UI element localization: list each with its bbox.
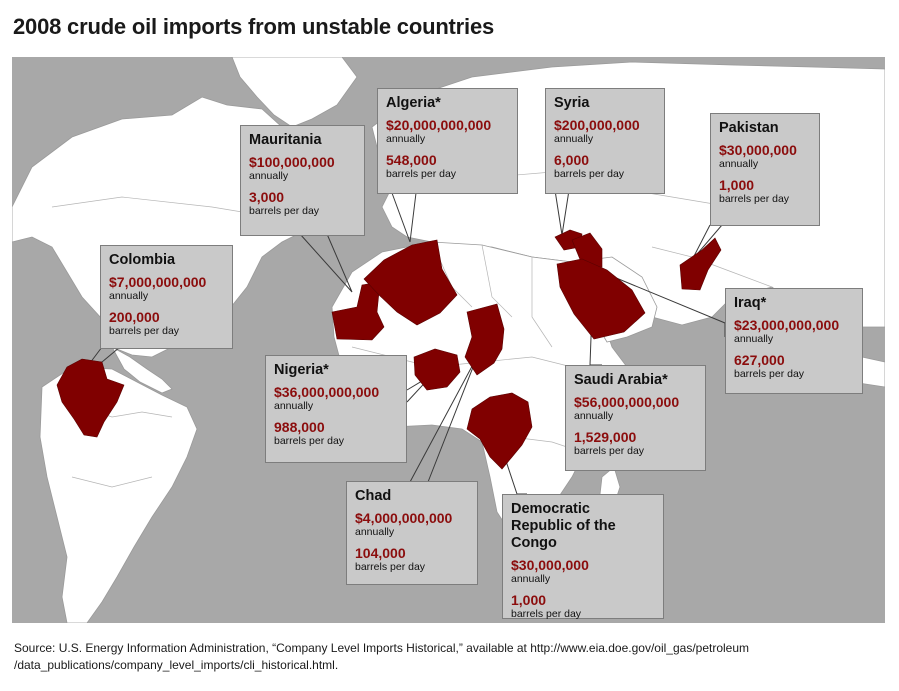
barrels-unit: barrels per day [109, 325, 180, 337]
barrels-value: 548,000 [386, 152, 437, 168]
barrels-unit: barrels per day [274, 435, 345, 447]
source-line-2: /data_publications/company_level_imports… [14, 658, 339, 672]
leader-line-mauritania [299, 233, 353, 293]
barrels-unit: barrels per day [511, 608, 582, 620]
country-name: Nigeria* [274, 362, 329, 378]
barrels-unit: barrels per day [355, 561, 426, 573]
annual-value: $30,000,000 [719, 142, 797, 158]
annual-value: $100,000,000 [249, 154, 335, 170]
annual-value: $56,000,000,000 [574, 394, 680, 410]
border-line [481, 244, 513, 318]
annual-value: $4,000,000,000 [355, 510, 453, 526]
annual-unit: annually [109, 290, 149, 302]
barrels-value: 1,000 [719, 177, 755, 193]
barrels-value: 1,529,000 [574, 429, 637, 445]
country-shape-mauritania [331, 281, 385, 341]
annual-unit: annually [249, 170, 289, 182]
country-name: Syria [554, 95, 590, 111]
annual-unit: annually [734, 333, 774, 345]
barrels-value: 200,000 [109, 309, 160, 325]
country-shape-saudi-arabia [556, 258, 646, 340]
annual-unit: annually [554, 133, 594, 145]
country-name: Democratic Republic of the Congo [511, 501, 616, 551]
barrels-unit: barrels per day [719, 193, 790, 205]
annual-value: $36,000,000,000 [274, 384, 380, 400]
greenland-land [231, 57, 358, 128]
country-shape-colombia [56, 358, 125, 438]
annual-unit: annually [719, 158, 759, 170]
callout-algeria: Algeria* $20,000,000,000 annually 548,00… [377, 88, 518, 194]
annual-unit: annually [386, 133, 426, 145]
country-shape-algeria [363, 239, 458, 326]
country-shape-drc [466, 392, 533, 470]
annual-unit: annually [511, 573, 551, 585]
country-shape-nigeria [413, 348, 461, 391]
barrels-unit: barrels per day [734, 368, 805, 380]
callout-colombia: Colombia $7,000,000,000 annually 200,000… [100, 245, 233, 349]
barrels-value: 1,000 [511, 592, 547, 608]
country-name: Iraq* [734, 295, 767, 311]
callout-saudi-arabia: Saudi Arabia* $56,000,000,000 annually 1… [565, 365, 706, 471]
annual-value: $30,000,000 [511, 557, 589, 573]
annual-unit: annually [574, 410, 614, 422]
barrels-value: 104,000 [355, 545, 406, 561]
callout-mauritania: Mauritania $100,000,000 annually 3,000 b… [240, 125, 365, 236]
barrels-value: 627,000 [734, 352, 785, 368]
south-america-land [39, 366, 198, 623]
callout-drc: Democratic Republic of the Congo $30,000… [502, 494, 664, 620]
annual-value: $200,000,000 [554, 117, 640, 133]
barrels-unit: barrels per day [249, 205, 320, 217]
barrels-value: 988,000 [274, 419, 325, 435]
barrels-unit: barrels per day [554, 168, 625, 180]
callout-nigeria: Nigeria* $36,000,000,000 annually 988,00… [265, 355, 407, 463]
barrels-value: 6,000 [554, 152, 590, 168]
barrels-unit: barrels per day [574, 445, 645, 457]
annual-unit: annually [274, 400, 314, 412]
country-shape-chad [464, 303, 505, 376]
callout-syria: Syria $200,000,000 annually 6,000 barrel… [545, 88, 665, 194]
annual-value: $20,000,000,000 [386, 117, 492, 133]
country-name: Chad [355, 488, 392, 504]
border-line [651, 246, 773, 288]
border-line [531, 257, 553, 348]
annual-value: $7,000,000,000 [109, 274, 207, 290]
country-name: Pakistan [719, 120, 779, 136]
country-name: Algeria* [386, 95, 441, 111]
highlighted-countries [56, 229, 722, 470]
barrels-value: 3,000 [249, 189, 285, 205]
source-note: Source: U.S. Energy Information Administ… [14, 640, 889, 674]
country-name: Mauritania [249, 132, 322, 148]
source-line-1: Source: U.S. Energy Information Administ… [14, 641, 750, 655]
central-america-land [110, 345, 173, 394]
border-line [71, 476, 153, 488]
callout-chad: Chad $4,000,000,000 annually 104,000 bar… [346, 481, 478, 585]
callout-pakistan: Pakistan $30,000,000 annually 1,000 barr… [710, 113, 820, 226]
country-name: Colombia [109, 252, 176, 268]
barrels-unit: barrels per day [386, 168, 457, 180]
annual-value: $23,000,000,000 [734, 317, 840, 333]
leader-line-algeria [391, 192, 417, 243]
callout-iraq: Iraq* $23,000,000,000 annually 627,000 b… [725, 288, 863, 394]
annual-unit: annually [355, 526, 395, 538]
page-title: 2008 crude oil imports from unstable cou… [13, 14, 495, 39]
country-name: Saudi Arabia* [574, 372, 668, 388]
country-shape-pakistan [679, 237, 722, 291]
